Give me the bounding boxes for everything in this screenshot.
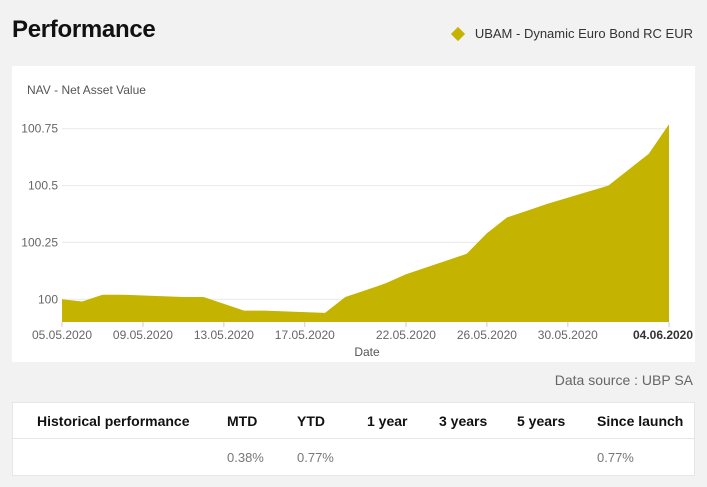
chart-title: NAV - Net Asset Value	[27, 83, 146, 97]
table-header-row: Historical performance MTD YTD 1 year 3 year…	[13, 403, 694, 439]
y-tick-label: 100.5	[28, 179, 58, 193]
col-header-5-years: 5 years	[517, 413, 566, 429]
cell-ytd: 0.77%	[297, 450, 334, 465]
x-tick-label: 04.06.2020	[633, 328, 693, 342]
y-axis: 100 100.25 100.5 100.75	[21, 122, 58, 307]
diamond-icon	[450, 26, 465, 41]
data-source: Data source : UBP SA	[554, 372, 693, 388]
table-row: 0.38% 0.77% 0.77%	[13, 440, 694, 476]
legend-label: UBAM - Dynamic Euro Bond RC EUR	[474, 26, 693, 41]
historical-performance-table: Historical performance MTD YTD 1 year 3 year…	[12, 402, 695, 476]
col-header-ytd: YTD	[297, 413, 325, 429]
x-tick-label: 09.05.2020	[113, 328, 173, 342]
page-title: Performance	[12, 16, 156, 43]
col-header-since-launch: Since launch	[597, 413, 684, 429]
x-tick-label: 05.05.2020	[32, 328, 92, 342]
nav-area-series[interactable]	[62, 124, 669, 322]
chart-panel: NAV - Net Asset Value 100 100.25 100.5 100.…	[12, 66, 695, 362]
x-tick-label: 22.05.2020	[376, 328, 436, 342]
chart-legend[interactable]: UBAM - Dynamic Euro Bond RC EUR	[450, 26, 693, 41]
col-header-mtd: MTD	[227, 413, 258, 429]
y-tick-label: 100	[38, 292, 58, 306]
x-tick-label: 13.05.2020	[194, 328, 254, 342]
cell-mtd: 0.38%	[227, 450, 264, 465]
cell-since-launch: 0.77%	[597, 450, 634, 465]
x-axis: 05.05.2020 09.05.2020 13.05.2020 17.05.2020…	[32, 322, 693, 342]
x-tick-label: 26.05.2020	[457, 328, 517, 342]
x-tick-label: 17.05.2020	[275, 328, 335, 342]
col-header-1-year: 1 year	[367, 413, 408, 429]
x-tick-label: 30.05.2020	[538, 328, 598, 342]
y-tick-label: 100.25	[21, 235, 58, 249]
nav-chart: NAV - Net Asset Value 100 100.25 100.5 100.…	[21, 83, 693, 359]
x-axis-label: Date	[354, 345, 380, 359]
col-header-historical-performance: Historical performance	[37, 413, 190, 429]
y-tick-label: 100.75	[21, 122, 58, 136]
col-header-3-years: 3 years	[439, 413, 488, 429]
